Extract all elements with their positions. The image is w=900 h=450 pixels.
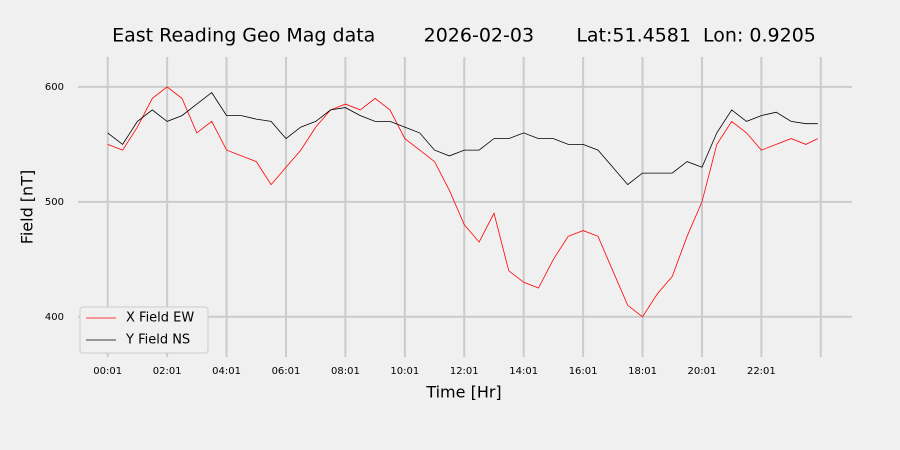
chart-title: East Reading Geo Mag data 2026-02-03 Lat… <box>112 25 816 47</box>
series-line <box>107 86 818 318</box>
x-tick-label: 08:01 <box>331 366 360 377</box>
y-tick-label: 500 <box>45 197 64 208</box>
x-tick-label: 04:01 <box>212 366 241 377</box>
x-tick-label: 10:01 <box>390 366 419 377</box>
legend-box <box>79 306 209 354</box>
y-tick-label: 600 <box>45 82 64 93</box>
legend-label: Y Field NS <box>125 333 190 348</box>
x-tick-label: 14:01 <box>509 366 538 377</box>
series-line <box>107 92 818 186</box>
x-tick-label: 00:01 <box>93 366 122 377</box>
y-axis-label: Field [nT] <box>18 170 37 244</box>
x-tick-label: 12:01 <box>450 366 479 377</box>
x-axis-label: Time [Hr] <box>425 383 501 402</box>
x-tick-label: 22:01 <box>747 366 776 377</box>
x-tick-label: 02:01 <box>153 366 182 377</box>
x-tick-label: 06:01 <box>272 366 301 377</box>
legend-label: X Field EW <box>126 311 194 326</box>
x-tick-label: 20:01 <box>688 366 717 377</box>
x-tick-label: 18:01 <box>628 366 657 377</box>
x-tick-label: 16:01 <box>569 366 598 377</box>
y-tick-label: 400 <box>45 312 64 323</box>
